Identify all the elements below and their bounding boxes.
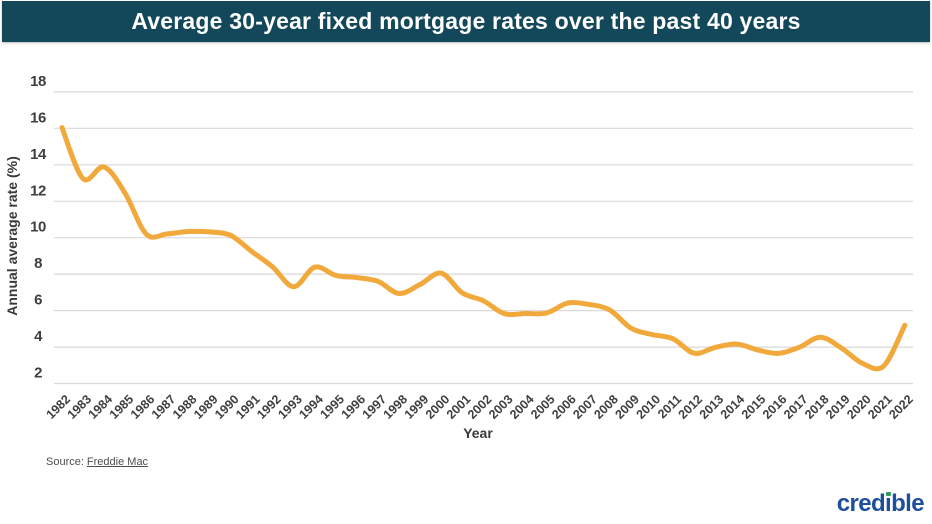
logo-text-cred: cred <box>836 490 886 517</box>
source-note: Source: Freddie Mac <box>46 456 148 468</box>
logo-i-stem: ı <box>885 490 892 517</box>
svg-text:14: 14 <box>30 146 47 163</box>
credible-logo: cred ıble <box>836 490 925 518</box>
chart-title: Average 30-year fixed mortgage rates ove… <box>131 8 801 34</box>
y-axis-title: Annual average rate (%) <box>4 156 20 316</box>
logo-text-ble: ble <box>891 490 924 517</box>
rate-line-series <box>59 125 908 372</box>
logo-letter-i: ı <box>885 490 892 518</box>
chart-title-bar: Average 30-year fixed mortgage rates ove… <box>2 1 930 42</box>
x-axis-title: Year <box>463 425 493 441</box>
source-link[interactable]: Freddie Mac <box>86 456 149 468</box>
y-axis-tick-labels: 2 4 6 8 10 12 14 16 18 <box>30 73 47 382</box>
source-label: Source: <box>46 456 84 468</box>
x-axis-tick-labels: 1982198319841985198619871988198919901991… <box>44 392 916 422</box>
svg-text:12: 12 <box>30 182 46 199</box>
svg-text:2022: 2022 <box>886 392 916 422</box>
svg-text:4: 4 <box>34 328 43 345</box>
svg-text:6: 6 <box>34 292 42 309</box>
logo-i-dot <box>886 491 891 496</box>
svg-text:2: 2 <box>34 365 42 382</box>
svg-text:18: 18 <box>30 73 46 90</box>
svg-text:10: 10 <box>30 219 46 236</box>
gridlines <box>54 91 913 385</box>
svg-text:8: 8 <box>34 255 42 272</box>
svg-text:16: 16 <box>30 109 46 126</box>
